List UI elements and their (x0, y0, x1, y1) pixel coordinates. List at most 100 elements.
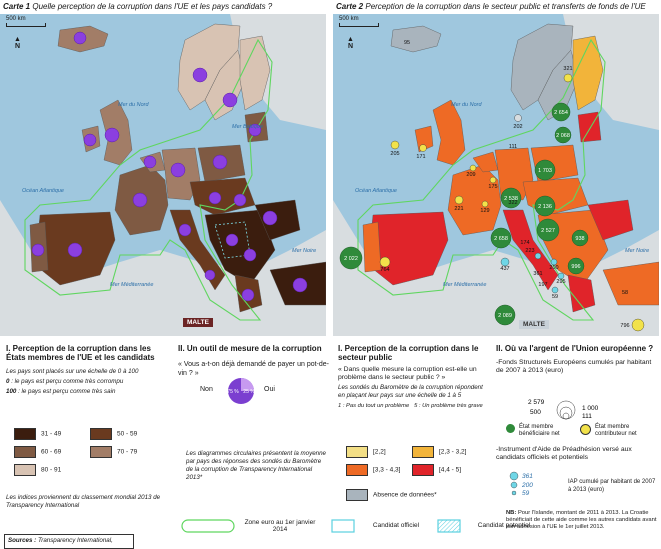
legend3-class: [2,2] (346, 446, 386, 458)
sea-label: Océan Atlantique (22, 188, 64, 194)
candidate-potential-swatch (437, 519, 461, 533)
svg-text:996: 996 (571, 264, 580, 270)
svg-text:200: 200 (521, 482, 533, 489)
svg-text:2 136: 2 136 (538, 204, 552, 210)
legend3-class: [3,3 - 4,3] (346, 464, 400, 476)
euro-zone-swatch (181, 519, 235, 533)
svg-text:938: 938 (575, 236, 584, 242)
svg-text:58: 58 (622, 290, 628, 296)
pct-non: 75 % (227, 389, 239, 395)
pie-slice-oui (241, 378, 254, 391)
legend4-fonds-title: -Fonds Structurels Européens cumulés par… (496, 359, 652, 374)
sea-label: Mer Noire (625, 248, 650, 254)
malte-label: MALTE (519, 320, 549, 329)
svg-text:171: 171 (416, 154, 425, 160)
map1-title: Carte 1 Quelle perception de la corrupti… (0, 0, 326, 14)
candidate-official-swatch (331, 519, 355, 533)
map-eu-funds: Carte 2 Perception de la corruption dans… (333, 0, 659, 336)
svg-text:2 579: 2 579 (528, 399, 545, 406)
net-contributor-legend: État membre contributeur net (580, 424, 658, 438)
ipa-note: IAP cumulé par habitant de 2007 à 2013 (… (568, 479, 656, 493)
svg-text:129: 129 (480, 208, 489, 214)
svg-text:2 022: 2 022 (344, 256, 358, 262)
ipa-circle-legend: 361 200 59 (509, 471, 533, 497)
candidate-potential-label: Candidat potentiel (477, 522, 531, 529)
swatch (412, 446, 434, 458)
bribe-pie-chart: 75 % 25 % (227, 378, 255, 404)
legend1-class: 70 - 79 (90, 446, 137, 458)
swatch (90, 428, 112, 440)
nb-note: NB: Pour l'Islande, montant de 2011 à 20… (506, 510, 657, 530)
map2-title: Carte 2 Perception de la corruption dans… (333, 0, 659, 14)
legend1-class: 80 - 91 (14, 464, 61, 476)
legend2-question: « Vous a-t-on déjà demandé de payer un p… (178, 361, 329, 377)
sea-label: Mer Méditerranée (110, 282, 154, 288)
legend3-desc: Les sondés du Baromètre de la corruption… (338, 384, 483, 399)
legend3-class: [2,3 - 3,2] (412, 446, 466, 458)
green-circle-icon (506, 424, 515, 433)
non-label: Non (200, 386, 213, 393)
map2-svg: 95 321 202 205 111 171 2 654 2 068 1 703… (333, 14, 659, 336)
sources-box: Sources : Transparency International, (4, 534, 134, 549)
svg-text:111: 111 (582, 413, 592, 420)
svg-text:2 658: 2 658 (494, 236, 508, 242)
map-corruption-perception: Carte 1 Quelle perception de la corrupti… (0, 0, 326, 336)
svg-text:205: 205 (390, 151, 399, 157)
swatch (14, 428, 36, 440)
legend-public-sector: I. Perception de la corruption dans le s… (338, 344, 490, 412)
svg-text:202: 202 (513, 124, 522, 130)
svg-text:1 703: 1 703 (538, 168, 552, 174)
sea-label: Mer Noire (292, 248, 317, 254)
svg-text:2 068: 2 068 (556, 133, 570, 139)
svg-text:437: 437 (500, 266, 509, 272)
svg-text:2 538: 2 538 (504, 196, 518, 202)
fund-circles (339, 73, 645, 332)
svg-text:209: 209 (466, 172, 475, 178)
svg-text:95: 95 (404, 40, 410, 46)
legend-corruption-index: I. Perception de la corruption dans les … (6, 344, 166, 398)
swatch (346, 446, 368, 458)
legend1-source-note: Les indices proviennent du classement mo… (6, 494, 161, 509)
svg-text:322: 322 (508, 200, 517, 206)
legend3-heading: I. Perception de la corruption dans le s… (338, 344, 479, 362)
map1-scale: 500 km (6, 16, 46, 27)
romania-shape (254, 199, 301, 241)
malte-label: MALTE (183, 318, 213, 327)
sea-label: Mer du Nord (118, 102, 149, 108)
legend4-ipa-title: -Instrument d'Aide de Préadhésion versé … (496, 446, 632, 461)
svg-text:2 654: 2 654 (554, 110, 568, 116)
oui-label: Oui (264, 386, 275, 393)
svg-text:200: 200 (549, 265, 558, 271)
legend2-note: Les diagrammes circulaires présentent la… (186, 450, 326, 481)
svg-text:221: 221 (454, 206, 463, 212)
legend1-scale-note: Les pays sont placés sur une échelle de … (6, 368, 139, 375)
svg-text:361: 361 (533, 271, 542, 277)
legend1-class: 50 - 59 (90, 428, 137, 440)
swatch (90, 446, 112, 458)
svg-text:295: 295 (556, 279, 565, 285)
fund-values: 95 321 202 205 111 171 2 654 2 068 1 703… (344, 40, 629, 329)
circle-size-legend: 2 579 500 1 000 111 (528, 399, 599, 420)
swatch (346, 489, 368, 501)
svg-text:500: 500 (530, 409, 541, 416)
svg-text:59: 59 (552, 294, 558, 300)
poll-pie-markers (31, 31, 308, 302)
legend4-heading: II. Où va l'argent de l'Union européenne… (496, 344, 654, 353)
legend1-heading: I. Perception de la corruption dans les … (6, 344, 155, 362)
legend3-class: [4,4 - 5] (412, 464, 461, 476)
svg-text:197: 197 (538, 282, 547, 288)
svg-text:321: 321 (563, 66, 572, 72)
pct-oui: 25 % (243, 389, 255, 395)
svg-text:361: 361 (522, 473, 533, 480)
svg-text:2 089: 2 089 (498, 313, 512, 319)
sea-label: Mer Méditerranée (443, 282, 487, 288)
svg-text:175: 175 (488, 184, 497, 190)
map2-scale: 500 km (339, 16, 379, 27)
net-beneficiary-legend: État membre bénéficiaire net (506, 424, 576, 438)
legend-eu-funds: II. Où va l'argent de l'Union européenne… (496, 344, 658, 377)
swatch (346, 464, 368, 476)
euro-zone-label: Zone euro au 1er janvier 2014 (244, 519, 316, 533)
legend-bribe-tool: II. Un outil de mesure de la corruption … (178, 344, 330, 380)
map1-svg (0, 14, 326, 336)
legend1-class: 31 - 49 (14, 428, 61, 440)
